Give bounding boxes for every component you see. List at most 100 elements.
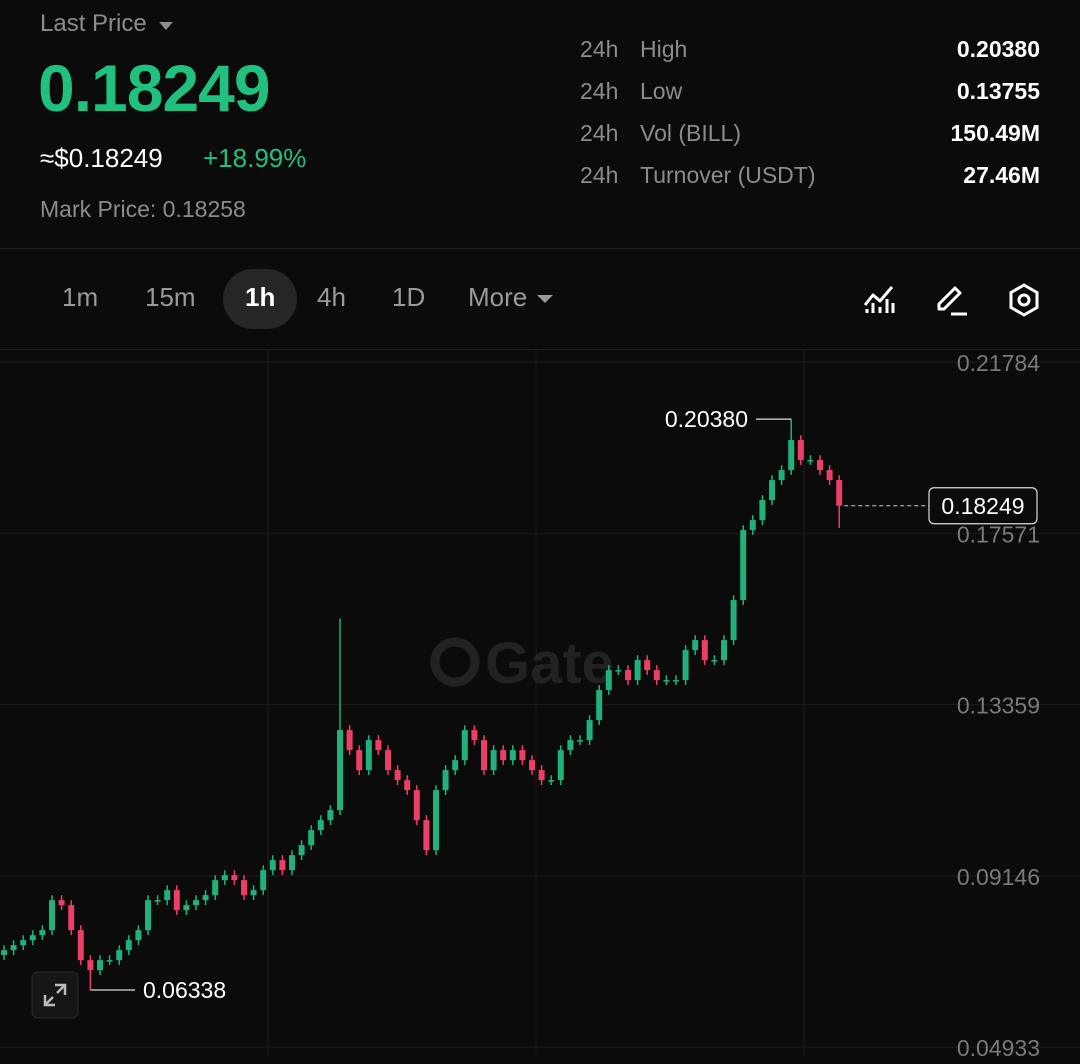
y-tick-label: 0.04933 — [957, 1035, 1040, 1061]
stat-value: 150.49M — [950, 120, 1040, 146]
last-price: 0.18249 — [38, 51, 271, 125]
price-change: +18.99% — [203, 143, 307, 173]
interval-tab[interactable]: 1h — [245, 282, 276, 312]
stat-period: 24h — [580, 78, 619, 104]
candle-body — [173, 890, 180, 911]
last-price-label[interactable]: Last Price — [40, 10, 174, 38]
y-tick-label: 0.21784 — [957, 350, 1040, 376]
candle-body — [327, 810, 334, 821]
divider — [0, 349, 1080, 350]
candle-body — [145, 900, 151, 931]
candle-body — [125, 940, 132, 951]
candle-body — [375, 740, 382, 751]
candle-body — [1, 950, 7, 955]
candle-body — [250, 890, 257, 896]
candle-body — [788, 440, 795, 471]
candle-body — [644, 660, 651, 671]
stat-period: 24h — [580, 36, 619, 62]
stat-value: 27.46M — [963, 162, 1040, 188]
interval-tab[interactable]: 4h — [317, 282, 346, 312]
active-interval-pill — [223, 269, 297, 329]
settings-icon[interactable] — [1007, 282, 1041, 318]
candle-body — [231, 875, 238, 881]
candle-body — [58, 900, 65, 906]
candle-body — [596, 690, 603, 721]
candle-body — [692, 640, 699, 651]
indicator-icon[interactable] — [862, 283, 896, 317]
stat-value: 0.20380 — [956, 36, 1040, 62]
candle-body — [394, 770, 401, 781]
candle-body — [442, 770, 449, 791]
candle-body — [538, 770, 545, 781]
candle-body — [557, 750, 564, 781]
interval-tab[interactable]: 15m — [145, 282, 196, 312]
watermark-text: Gate — [485, 631, 614, 696]
candle-body — [586, 720, 593, 741]
candle-body — [481, 740, 487, 771]
candle-body — [298, 845, 305, 856]
candle-body — [423, 820, 430, 851]
stat-name: High — [640, 36, 688, 62]
candle-body — [365, 740, 372, 771]
candle-body — [452, 760, 459, 771]
candle-body — [202, 895, 209, 901]
interval-tab[interactable]: 1m — [62, 282, 99, 312]
candle-body — [769, 480, 775, 501]
draw-icon[interactable] — [935, 283, 969, 317]
candle-body — [337, 730, 343, 811]
watermark-logo — [430, 637, 480, 687]
candle-body — [135, 930, 142, 941]
candle-body — [77, 930, 84, 961]
candle-body — [653, 670, 660, 681]
candle-body — [471, 730, 478, 741]
expand-button[interactable] — [31, 971, 79, 1019]
candle-body — [212, 880, 219, 896]
candle-body — [701, 640, 708, 661]
candle-body — [269, 860, 276, 871]
stat-period: 24h — [580, 162, 619, 188]
dropdown-arrow — [537, 295, 554, 304]
y-tick-label: 0.09146 — [957, 864, 1040, 890]
interval-tab[interactable]: 1D — [392, 282, 426, 312]
candle-body — [289, 855, 295, 871]
candle-body — [730, 600, 737, 641]
candle-body — [10, 945, 17, 951]
candle-body — [308, 830, 315, 846]
candle-body — [625, 670, 631, 681]
candle-body — [615, 670, 622, 672]
y-tick-label: 0.13359 — [957, 693, 1040, 719]
candle-body — [154, 900, 161, 902]
candle-body — [68, 905, 75, 931]
candle-body — [673, 680, 679, 682]
candle-body — [711, 660, 718, 662]
candle-body — [39, 930, 46, 936]
candle-body — [461, 730, 468, 761]
last-price-label: 0.18249 — [941, 493, 1024, 519]
expand-icon — [43, 983, 67, 1007]
candle-body — [577, 740, 583, 742]
candle-body — [826, 470, 833, 481]
candle-body — [567, 740, 574, 751]
candle-body — [279, 860, 286, 871]
candle-body — [797, 440, 804, 461]
candle-body — [413, 790, 420, 821]
candle-body — [183, 905, 190, 911]
candle-body — [519, 750, 526, 761]
stat-name: Low — [640, 78, 683, 104]
candle-body — [605, 670, 612, 691]
label-text: Last Price — [40, 10, 147, 37]
candle-body — [548, 780, 555, 782]
candle-body — [106, 960, 113, 962]
stat-period: 24h — [580, 120, 619, 146]
candle-body — [97, 960, 103, 971]
watermark: Gate — [430, 631, 614, 696]
candle-body — [807, 460, 814, 462]
candle-body — [164, 890, 171, 901]
interval-tab[interactable]: More — [468, 282, 554, 313]
usd-price: ≈$0.18249 — [40, 143, 163, 173]
candle-body — [20, 940, 27, 946]
last-price-box — [928, 487, 1038, 525]
candle-body — [29, 935, 36, 941]
mark-price: Mark Price: 0.18258 — [40, 196, 246, 222]
